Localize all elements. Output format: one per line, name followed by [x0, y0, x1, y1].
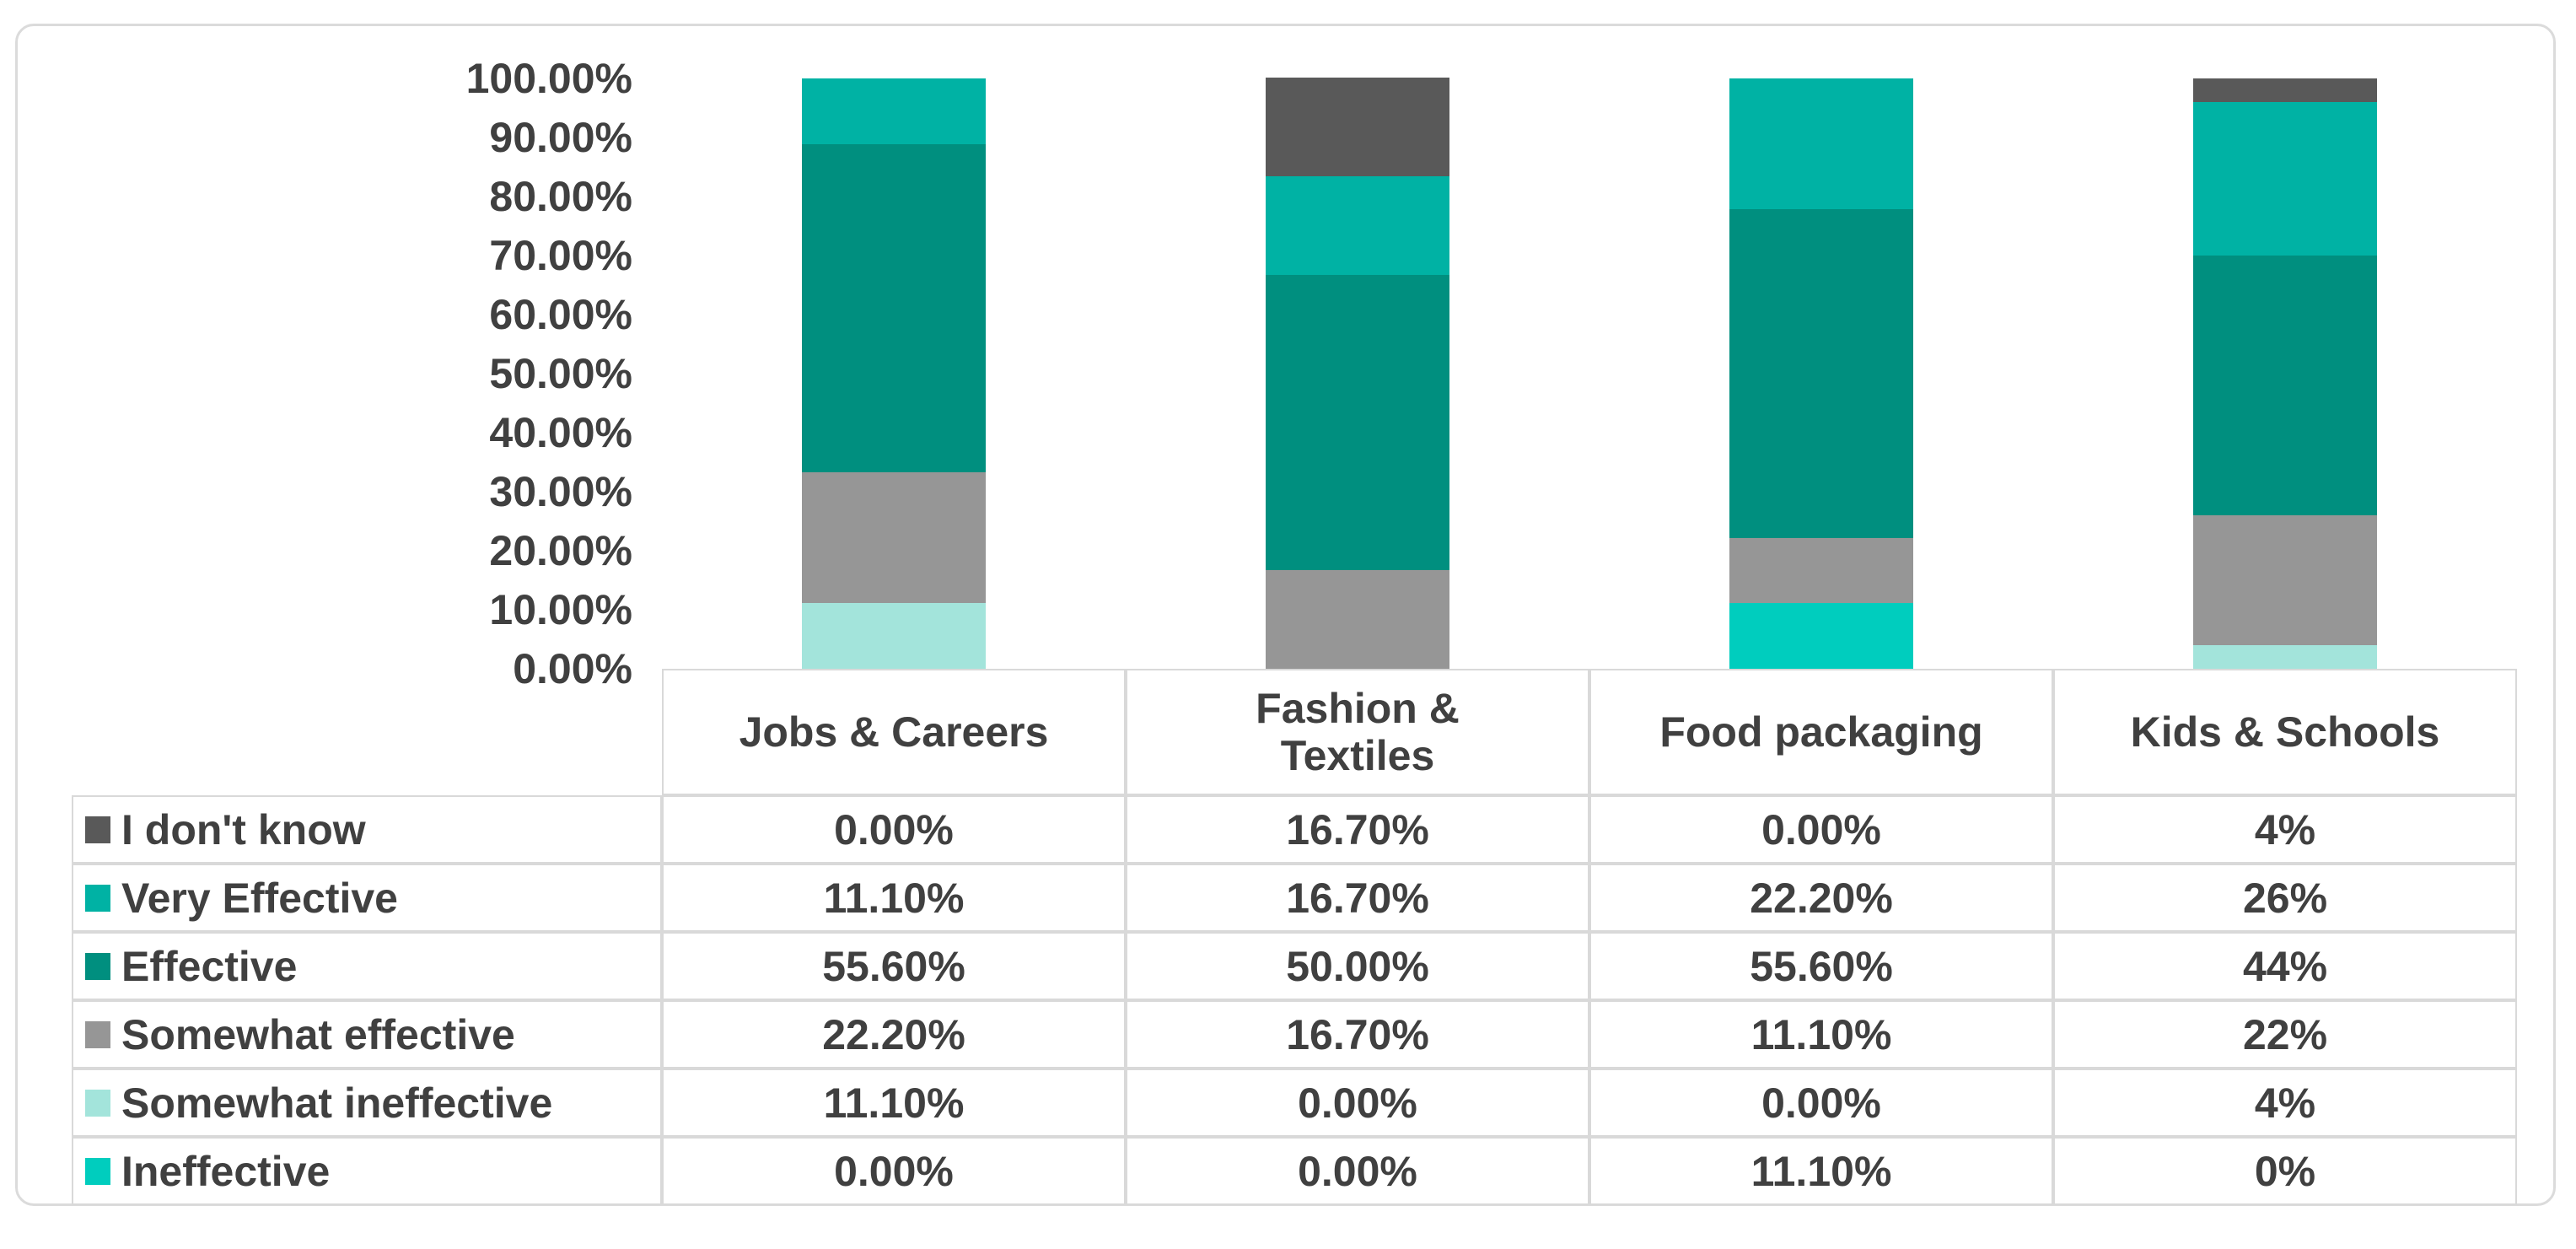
legend-cell-effective: Effective [72, 932, 662, 1000]
legend-cell-ineffective: Ineffective [72, 1137, 662, 1205]
bar-segment-i-don-t-know [2193, 78, 2377, 102]
legend-label: Somewhat ineffective [121, 1079, 553, 1127]
bar-fashion-textiles [1266, 78, 1449, 669]
bar-segment-very-effective [1266, 175, 1449, 275]
value-cell-i-don-t-know-food-packaging: 0.00% [1589, 795, 2053, 864]
column-header-kids-schools: Kids & Schools [2053, 669, 2517, 795]
column-header-food-packaging: Food packaging [1589, 669, 2053, 795]
value-cell-very-effective-kids-schools: 26% [2053, 864, 2517, 932]
y-axis-tick: 10.00% [489, 586, 632, 633]
y-axis-tick: 80.00% [489, 173, 632, 220]
value-cell-ineffective-jobs-careers: 0.00% [662, 1137, 1126, 1205]
bar-segment-somewhat-effective [1729, 537, 1913, 604]
legend-swatch-somewhat-ineffective [85, 1089, 110, 1117]
y-axis-tick: 20.00% [489, 527, 632, 574]
table-blank-corner [72, 669, 662, 795]
value-cell-ineffective-food-packaging: 11.10% [1589, 1137, 2053, 1205]
bar-segment-effective [802, 143, 986, 472]
value-cell-ineffective-kids-schools: 0% [2053, 1137, 2517, 1205]
value-cell-somewhat-ineffective-food-packaging: 0.00% [1589, 1069, 2053, 1137]
bar-segment-very-effective [2193, 102, 2377, 256]
bar-segment-effective [1266, 274, 1449, 570]
legend-label: Ineffective [121, 1147, 331, 1195]
value-cell-i-don-t-know-kids-schools: 4% [2053, 795, 2517, 864]
value-cell-somewhat-effective-jobs-careers: 22.20% [662, 1000, 1126, 1069]
y-axis-tick: 30.00% [489, 468, 632, 515]
y-axis-tick: 60.00% [489, 291, 632, 338]
legend-swatch-somewhat-effective [85, 1020, 110, 1048]
value-cell-effective-jobs-careers: 55.60% [662, 932, 1126, 1000]
value-cell-somewhat-ineffective-kids-schools: 4% [2053, 1069, 2517, 1137]
value-cell-very-effective-food-packaging: 22.20% [1589, 864, 2053, 932]
bar-segment-effective [2193, 256, 2377, 515]
value-cell-somewhat-effective-kids-schools: 22% [2053, 1000, 2517, 1069]
legend-cell-somewhat-ineffective: Somewhat ineffective [72, 1069, 662, 1137]
bar-food-packaging [1729, 78, 1913, 669]
legend-cell-i-don-t-know: I don't know [72, 795, 662, 864]
bar-segment-somewhat-ineffective [2193, 645, 2377, 669]
value-cell-effective-kids-schools: 44% [2053, 932, 2517, 1000]
value-cell-i-don-t-know-fashion-textiles: 16.70% [1126, 795, 1589, 864]
bar-segment-i-don-t-know [1266, 78, 1449, 176]
legend-cell-somewhat-effective: Somewhat effective [72, 1000, 662, 1069]
bar-segment-very-effective [802, 78, 986, 144]
y-axis-tick: 40.00% [489, 409, 632, 456]
column-header-jobs-careers: Jobs & Careers [662, 669, 1126, 795]
value-cell-i-don-t-know-jobs-careers: 0.00% [662, 795, 1126, 864]
bar-segment-somewhat-effective [1266, 569, 1449, 669]
legend-swatch-i-don-t-know [85, 816, 110, 843]
legend-cell-very-effective: Very Effective [72, 864, 662, 932]
y-axis-tick: 0.00% [513, 645, 632, 692]
legend-label: Somewhat effective [121, 1010, 515, 1058]
bar-segment-ineffective [1729, 603, 1913, 669]
column-header-fashion-textiles: Fashion & Textiles [1126, 669, 1589, 795]
bar-segment-effective [1729, 209, 1913, 538]
legend-swatch-very-effective [85, 884, 110, 912]
bar-segment-very-effective [1729, 78, 1913, 210]
legend-swatch-effective [85, 952, 110, 980]
y-axis-tick: 70.00% [489, 232, 632, 279]
bar-jobs-careers [802, 78, 986, 669]
y-axis-tick: 50.00% [489, 350, 632, 397]
bar-segment-somewhat-ineffective [802, 603, 986, 669]
bar-segment-somewhat-effective [802, 471, 986, 604]
bar-segment-somewhat-effective [2193, 515, 2377, 645]
y-axis-tick: 90.00% [489, 114, 632, 161]
legend-swatch-ineffective [85, 1157, 110, 1185]
value-cell-very-effective-jobs-careers: 11.10% [662, 864, 1126, 932]
value-cell-effective-food-packaging: 55.60% [1589, 932, 2053, 1000]
legend-label: Effective [121, 942, 298, 990]
value-cell-somewhat-ineffective-fashion-textiles: 0.00% [1126, 1069, 1589, 1137]
value-cell-ineffective-fashion-textiles: 0.00% [1126, 1137, 1589, 1205]
value-cell-somewhat-ineffective-jobs-careers: 11.10% [662, 1069, 1126, 1137]
value-cell-effective-fashion-textiles: 50.00% [1126, 932, 1589, 1000]
value-cell-somewhat-effective-fashion-textiles: 16.70% [1126, 1000, 1589, 1069]
legend-label: Very Effective [121, 874, 398, 922]
legend-label: I don't know [121, 805, 366, 853]
y-axis-tick: 100.00% [465, 55, 632, 102]
bar-kids-schools [2193, 78, 2377, 669]
chart-data-table: Jobs & Careers Fashion & Textiles Food pac… [72, 669, 2517, 1205]
value-cell-somewhat-effective-food-packaging: 11.10% [1589, 1000, 2053, 1069]
value-cell-very-effective-fashion-textiles: 16.70% [1126, 864, 1589, 932]
